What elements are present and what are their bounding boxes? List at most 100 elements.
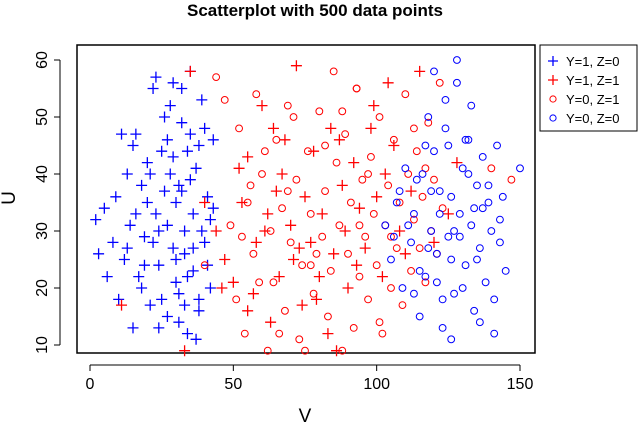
data-point [487, 227, 496, 235]
data-point [303, 147, 312, 156]
data-point [458, 164, 467, 173]
data-point [470, 306, 479, 315]
legend-marker [548, 56, 558, 66]
data-point [353, 202, 365, 214]
data-point [247, 288, 259, 300]
data-point [144, 299, 156, 311]
data-point [424, 118, 433, 127]
data-point [427, 187, 436, 196]
data-point [202, 191, 214, 203]
data-point [424, 113, 433, 121]
data-point [338, 107, 347, 116]
plot-frame [76, 44, 536, 354]
data-point [473, 255, 481, 264]
data-point [173, 316, 185, 328]
data-point [176, 185, 188, 197]
data-point [375, 318, 384, 327]
data-point [410, 209, 418, 218]
data-point [187, 265, 199, 277]
y-tick-label: 50 [34, 108, 51, 126]
data-point [414, 65, 426, 77]
data-point [276, 168, 288, 180]
data-point [475, 318, 484, 327]
data-point [262, 208, 274, 220]
data-point [161, 311, 173, 322]
data-point [216, 282, 228, 294]
data-point [321, 141, 329, 150]
series-1 [116, 60, 463, 357]
data-point [181, 271, 193, 283]
data-point [179, 299, 191, 311]
data-point [339, 225, 351, 237]
data-point [270, 185, 282, 197]
data-point [212, 73, 221, 82]
data-point [358, 175, 367, 184]
data-point [127, 322, 139, 334]
x-tick-label: 0 [86, 376, 95, 393]
data-point [352, 84, 361, 93]
data-point [435, 209, 444, 218]
data-point [93, 248, 105, 260]
data-point [424, 244, 433, 253]
data-point [430, 67, 438, 76]
data-point [478, 152, 487, 161]
data-point [133, 271, 145, 283]
data-point [233, 162, 245, 174]
data-point [318, 232, 327, 241]
data-point [243, 198, 252, 207]
series-3 [381, 56, 524, 344]
data-point [441, 124, 450, 133]
data-point [368, 100, 380, 112]
data-point [90, 214, 102, 226]
data-point [355, 272, 364, 281]
legend-label: Y=0, Z=0 [566, 111, 619, 126]
data-point [161, 219, 173, 231]
data-point [342, 282, 354, 294]
data-point [421, 272, 430, 281]
data-point [395, 198, 404, 207]
data-point [121, 242, 133, 254]
data-point [351, 259, 363, 271]
data-point [461, 261, 470, 270]
data-point [236, 197, 248, 208]
data-point [184, 65, 196, 77]
data-point [199, 197, 211, 208]
data-point [369, 209, 378, 218]
y-axis-label: U [0, 191, 20, 205]
data-point [275, 329, 284, 338]
data-point [389, 135, 398, 144]
data-point [153, 322, 165, 334]
data-point [455, 209, 464, 218]
data-point [232, 295, 241, 304]
data-point [113, 293, 125, 305]
data-point [496, 238, 504, 247]
data-point [147, 236, 159, 248]
data-point [415, 244, 424, 253]
data-point [235, 124, 243, 133]
data-point [335, 221, 344, 230]
data-point [153, 259, 165, 271]
data-point [219, 254, 231, 265]
data-point [167, 151, 179, 163]
data-point [442, 208, 454, 220]
x-tick-label: 150 [507, 376, 534, 393]
data-point [305, 236, 317, 248]
data-point [293, 242, 305, 254]
legend: Y=1, Z=0 Y=1, Z=1 Y=0, Z=1 Y=0, Z=0 [539, 44, 638, 132]
data-point [204, 214, 216, 226]
data-point [207, 134, 219, 146]
data-point [346, 198, 355, 207]
data-point [289, 113, 298, 121]
data-point [170, 254, 182, 265]
data-point [164, 168, 176, 180]
data-point [364, 170, 372, 178]
data-point [395, 187, 404, 196]
data-point [432, 278, 441, 287]
data-point [179, 248, 191, 260]
data-point [407, 238, 415, 247]
data-point [298, 261, 307, 270]
data-point [256, 100, 268, 112]
data-point [421, 141, 430, 150]
data-point [265, 316, 277, 328]
